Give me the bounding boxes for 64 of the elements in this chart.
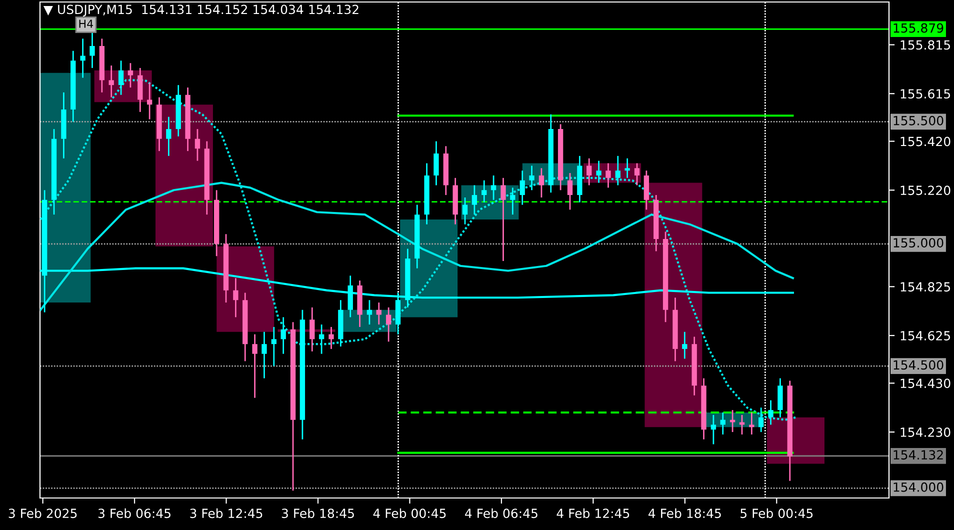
candlestick	[567, 172, 573, 210]
candlestick	[520, 170, 525, 206]
chart-title: ▼ USDJPY,M15 154.131 154.152 154.034 154.132	[43, 4, 358, 16]
y-tick-label: 154.625	[900, 330, 950, 340]
candlestick	[194, 128, 200, 162]
annotation: H4	[79, 20, 94, 28]
candlestick	[118, 60, 124, 96]
x-tick-label: 3 Feb 12:45	[190, 508, 262, 518]
ref-line-label: 154.000	[894, 482, 944, 492]
y-tick-label: 155.615	[900, 89, 950, 99]
y-tick-label: 154.430	[900, 378, 950, 388]
candlestick	[252, 334, 258, 399]
candlestick	[310, 306, 315, 352]
x-tick-label: 3 Feb 06:45	[98, 508, 170, 518]
candlestick	[749, 412, 754, 436]
ref-line-label: 155.000	[894, 238, 944, 248]
candlestick	[596, 160, 602, 184]
candlestick	[262, 331, 267, 379]
x-tick-label: 5 Feb 00:45	[740, 508, 813, 518]
candlestick	[710, 414, 716, 445]
candlestick	[730, 409, 736, 433]
x-tick-label: 4 Feb 00:45	[373, 508, 446, 518]
line-series	[40, 79, 797, 421]
candlestick	[128, 62, 134, 88]
candlestick	[472, 184, 478, 216]
candlestick	[233, 277, 238, 318]
candlestick	[271, 326, 276, 367]
candlestick	[538, 167, 544, 198]
y-tick-label: 155.815	[900, 40, 950, 50]
candlestick	[482, 180, 487, 204]
candlestick	[586, 158, 592, 186]
y-tick-label: 154.230	[900, 428, 950, 437]
candlestick	[280, 316, 286, 355]
candlestick	[146, 82, 152, 120]
candlestick	[634, 162, 640, 186]
candlestick	[624, 158, 630, 179]
candlestick	[758, 406, 764, 433]
candlestick	[80, 38, 86, 78]
candlestick	[606, 162, 611, 188]
candlestick	[500, 177, 506, 262]
candlestick	[682, 331, 688, 360]
ref-line-label: 155.500	[894, 116, 944, 126]
candlestick	[510, 187, 516, 216]
x-tick-label: 3 Feb 2025	[8, 508, 77, 518]
y-tick-label: 155.220	[900, 186, 950, 196]
y-tick-label: 155.420	[900, 136, 950, 146]
candlestick	[386, 306, 392, 342]
candlestick	[166, 116, 172, 157]
candlestick	[462, 196, 468, 226]
ref-line-label: 154.132	[894, 450, 943, 460]
x-tick-label: 3 Feb 18:45	[282, 508, 354, 518]
x-tick-label: 4 Feb 06:45	[465, 508, 538, 518]
candlestick	[434, 140, 439, 186]
candlestick	[108, 64, 114, 98]
y-tick-label: 154.825	[900, 282, 950, 292]
ref-line-label: 154.500	[894, 360, 944, 370]
x-tick-label: 4 Feb 18:45	[648, 508, 721, 518]
candlestick	[328, 326, 334, 350]
candlestick	[768, 400, 774, 426]
x-tick-label: 4 Feb 12:45	[556, 508, 630, 518]
candlestick	[90, 30, 95, 69]
ref-line-label: 155.879	[894, 23, 944, 33]
candlestick	[529, 165, 534, 191]
candlestick	[615, 155, 620, 186]
